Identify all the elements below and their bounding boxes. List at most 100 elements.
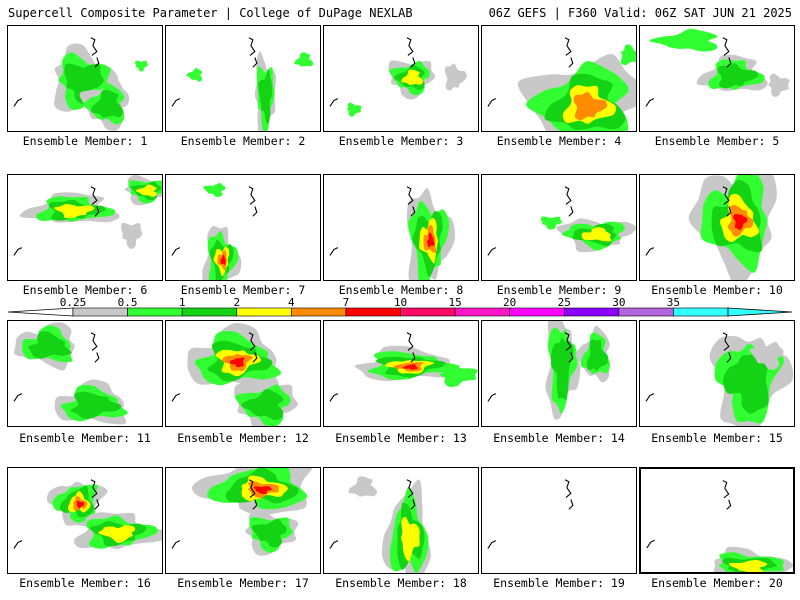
ensemble-panel-15[interactable] [639,320,795,427]
colorbar-segment [127,307,183,317]
colorbar-segment [236,307,292,317]
ensemble-panel-3[interactable] [323,25,479,132]
coastline-outline [646,539,655,549]
coastline-outline [410,206,416,217]
header-title: Supercell Composite Parameter | College … [8,6,413,20]
ensemble-member-label: Ensemble Member: 1 [22,134,148,148]
coastline-outline [94,352,100,363]
scp-map-6 [13,175,162,256]
ensemble-panel-12[interactable] [165,320,321,427]
scp-map-4 [487,37,636,131]
coastline-outline [94,57,100,68]
ensemble-member-label: Ensemble Member: 19 [493,576,625,590]
coastline-outline [90,479,98,498]
coastline-outline [726,352,732,363]
ensemble-member-label: Ensemble Member: 18 [335,576,467,590]
ensemble-panel-19[interactable] [481,467,637,574]
scp-contour-green [550,337,574,400]
coastline-outline [564,479,572,498]
scp-contour-green [258,69,273,124]
scp-map-15 [645,332,794,426]
coastline-outline [645,393,655,402]
ensemble-panel-7[interactable] [165,174,321,281]
coastline-outline [94,499,100,510]
ensemble-member-label: Ensemble Member: 9 [496,283,622,297]
ensemble-panel-6[interactable] [7,174,163,281]
colorbar-left-arrow [8,307,74,317]
ensemble-panel-2[interactable] [165,25,321,132]
coastline-outline [564,332,572,351]
scp-contour-red [229,357,245,368]
ensemble-panel-13[interactable] [323,320,479,427]
ensemble-member-label: Ensemble Member: 10 [651,283,783,297]
coastline-outline [406,332,414,351]
ensemble-panel-8[interactable] [323,174,479,281]
coastline-outline [568,352,574,363]
colorbar-tick-label: 2 [233,296,240,309]
coastline-outline [726,57,732,68]
ensemble-panel-5[interactable] [639,25,795,132]
coastline-outline [406,37,414,56]
colorbar-tick-label: 0.5 [118,296,138,309]
scp-map-14 [487,321,611,420]
coastline-outline [171,540,181,549]
scp-contour-green [241,388,284,420]
coastline-outline [329,540,339,549]
ensemble-member-label: Ensemble Member: 5 [654,134,780,148]
scp-map-1 [13,37,148,131]
scp-contour-green [723,350,771,414]
ensemble-panel-11[interactable] [7,320,163,427]
ensemble-member-label: Ensemble Member: 15 [651,431,783,445]
coastline-outline [564,186,572,205]
ensemble-panel-10[interactable] [639,174,795,281]
coastline-outline [248,479,256,498]
coastline-outline [90,332,98,351]
scp-contour-yellow [728,560,768,572]
coastline-outline [487,540,497,549]
coastline-outline [487,247,497,256]
ensemble-member-label: Ensemble Member: 6 [22,283,148,297]
ensemble-member-label: Ensemble Member: 14 [493,431,625,445]
scp-contour-green [28,331,72,359]
coastline-outline [722,332,730,351]
ensemble-member-label: Ensemble Member: 12 [177,431,309,445]
coastline-outline [487,393,497,402]
colorbar-segment [181,307,238,317]
coastline-outline [726,499,732,510]
coastline-outline [13,393,23,402]
ensemble-panel-16[interactable] [7,467,163,574]
ensemble-panel-9[interactable] [481,174,637,281]
scp-contour-yellow [401,516,420,562]
coastline-outline [410,57,416,68]
coastline-outline [171,98,181,107]
scp-map-5 [645,28,790,107]
coastline-outline [13,540,23,549]
scp-contour-gray [348,476,378,497]
colorbar-segment [400,307,456,317]
ensemble-member-label: Ensemble Member: 13 [335,431,467,445]
ensemble-panel-4[interactable] [481,25,637,132]
ensemble-panel-1[interactable] [7,25,163,132]
ensemble-panel-17[interactable] [165,467,321,574]
ensemble-member-label: Ensemble Member: 3 [338,134,464,148]
colorbar-segment [563,307,620,317]
scp-contour-lightgreen [135,60,148,72]
scp-contour-yellow [54,204,95,219]
scp-contour-yellow [401,69,424,85]
scp-contour-red [220,254,226,265]
coastline-outline [487,98,497,107]
colorbar-tick-label: 35 [667,296,680,309]
coastline-outline [564,37,572,56]
ensemble-member-label: Ensemble Member: 11 [19,431,151,445]
scp-contour-red [253,486,273,495]
colorbar-tick-label: 4 [288,296,295,309]
colorbar-segment [509,307,565,317]
ensemble-panel-18[interactable] [323,467,479,574]
coastline-outline [248,186,256,205]
ensemble-panel-20[interactable] [639,467,795,574]
scp-contour-lightgreen [649,28,718,52]
coastline-outline [722,186,730,205]
ensemble-panel-14[interactable] [481,320,637,427]
colorbar-segment [618,307,674,317]
colorbar-segment [291,307,347,317]
